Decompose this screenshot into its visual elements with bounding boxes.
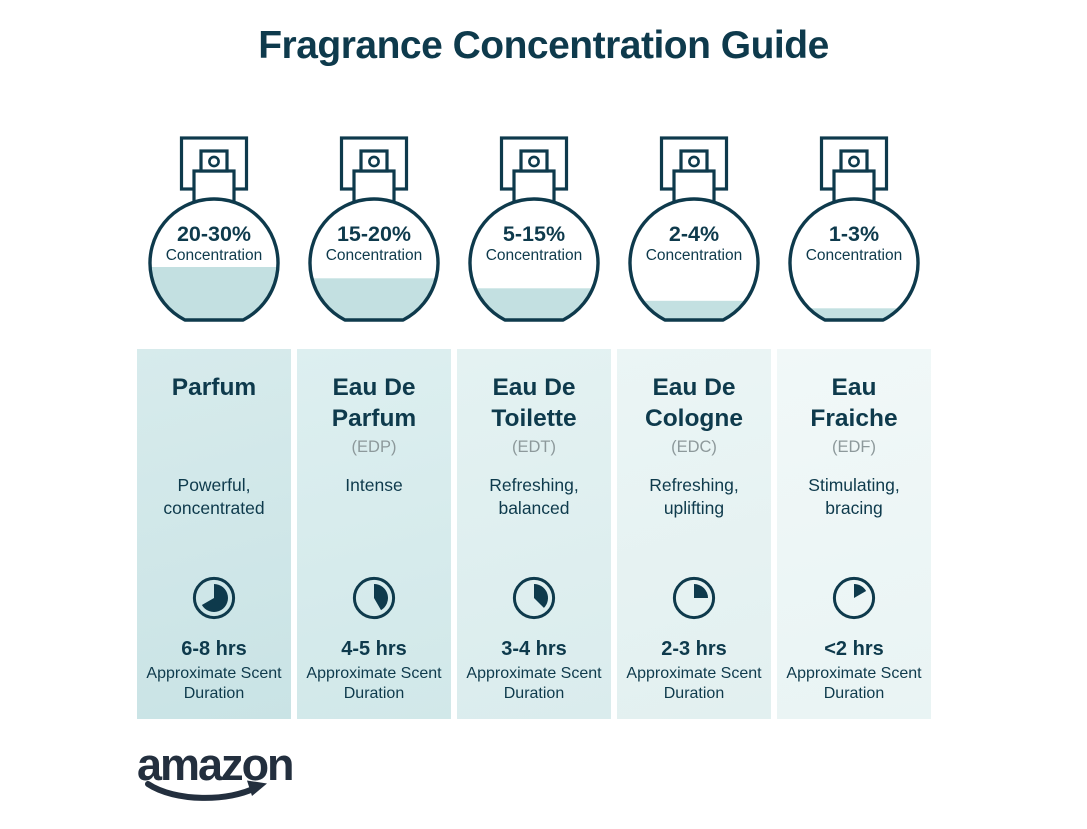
- concentration-label: Concentration: [805, 247, 903, 264]
- duration-value: 3-4 hrs: [501, 638, 567, 660]
- bottle-cell-eau-fraiche: 1-3% Concentration: [777, 136, 931, 336]
- duration-value: 4-5 hrs: [341, 638, 407, 660]
- duration-value: <2 hrs: [824, 638, 884, 660]
- column-panel-eau-de-parfum: Eau De Parfum (EDP) Intense 4-5 hrs Appr…: [297, 349, 451, 719]
- bottle-cell-eau-de-cologne: 2-4% Concentration: [617, 136, 771, 336]
- clock-icon: [192, 576, 236, 620]
- clock-icon: [672, 576, 716, 620]
- concentration-label: Concentration: [165, 247, 263, 264]
- column-panel-eau-fraiche: Eau Fraiche (EDF) Stimulating, bracing <…: [777, 349, 931, 719]
- concentration-value: 5-15%: [502, 222, 566, 246]
- amazon-logo: amazon: [137, 742, 297, 806]
- column-title: Eau De Parfum: [331, 374, 417, 433]
- duration-caption: Approximate Scent Duration: [466, 665, 602, 703]
- duration-caption: Approximate Scent Duration: [626, 665, 762, 703]
- perfume-bottle-icon: [148, 136, 280, 322]
- bottles-row: 20-30% Concentration 15-20% Concentratio…: [137, 136, 931, 336]
- concentration-value: 15-20%: [336, 222, 412, 246]
- amazon-logo-text: amazon: [137, 739, 295, 790]
- perfume-bottle-icon: [468, 136, 600, 322]
- clock-icon: [352, 576, 396, 620]
- column-title: Eau De Toilette: [491, 374, 577, 433]
- duration-caption: Approximate Scent Duration: [146, 665, 282, 703]
- bottle-cell-eau-de-parfum: 15-20% Concentration: [297, 136, 451, 336]
- perfume-bottle-icon: [308, 136, 440, 322]
- column-description: Stimulating, bracing: [808, 475, 900, 519]
- column-name-block: Eau De Toilette (EDT): [457, 372, 611, 474]
- column-title: Parfum: [171, 374, 257, 401]
- column-abbr: (EDF): [832, 437, 876, 456]
- column-title: Eau Fraiche: [810, 374, 898, 433]
- column-description: Intense: [345, 475, 403, 495]
- duration-value: 2-3 hrs: [661, 638, 727, 660]
- column-name-block: Eau De Cologne (EDC): [617, 372, 771, 474]
- concentration-value: 20-30%: [176, 222, 252, 246]
- column-panel-parfum: Parfum Powerful, concentrated 6-8 hrs Ap…: [137, 349, 291, 719]
- concentration-label: Concentration: [325, 247, 423, 264]
- page-title: Fragrance Concentration Guide: [258, 24, 829, 67]
- column-name-block: Eau De Parfum (EDP): [297, 372, 451, 474]
- column-panel-eau-de-cologne: Eau De Cologne (EDC) Refreshing, uplifti…: [617, 349, 771, 719]
- duration-caption: Approximate Scent Duration: [306, 665, 442, 703]
- clock-icon: [832, 576, 876, 620]
- column-name-block: Parfum: [137, 372, 291, 474]
- amazon-smile-icon: [145, 780, 267, 801]
- concentration-label: Concentration: [485, 247, 583, 264]
- bottle-cell-parfum: 20-30% Concentration: [137, 136, 291, 336]
- concentration-value: 2-4%: [668, 222, 720, 246]
- concentration-value: 1-3%: [828, 222, 880, 246]
- column-panel-eau-de-toilette: Eau De Toilette (EDT) Refreshing, balanc…: [457, 349, 611, 719]
- columns-row: Parfum Powerful, concentrated 6-8 hrs Ap…: [137, 349, 931, 719]
- column-description: Refreshing, balanced: [489, 475, 579, 519]
- column-description: Powerful, concentrated: [163, 475, 265, 519]
- duration-caption: Approximate Scent Duration: [786, 665, 922, 703]
- column-abbr: [137, 406, 291, 426]
- column-name-block: Eau Fraiche (EDF): [777, 372, 931, 474]
- column-description: Refreshing, uplifting: [649, 475, 739, 519]
- concentration-label: Concentration: [645, 247, 743, 264]
- clock-icon: [512, 576, 556, 620]
- perfume-bottle-icon: [628, 136, 760, 322]
- column-title: Eau De Cologne: [645, 374, 743, 433]
- column-abbr: (EDC): [671, 437, 717, 456]
- column-abbr: (EDP): [351, 437, 397, 456]
- bottle-cell-eau-de-toilette: 5-15% Concentration: [457, 136, 611, 336]
- perfume-bottle-icon: [788, 136, 920, 322]
- column-abbr: (EDT): [512, 437, 556, 456]
- duration-value: 6-8 hrs: [181, 638, 247, 660]
